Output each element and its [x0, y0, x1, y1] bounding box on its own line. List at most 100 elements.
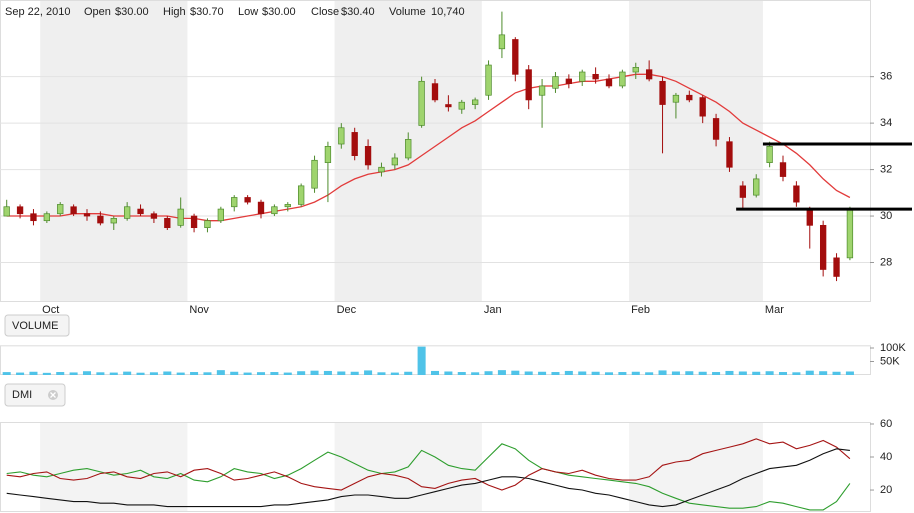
candle-body	[846, 208, 854, 259]
volume-bar	[792, 372, 801, 375]
volume-bar	[471, 372, 480, 375]
volume-bar	[176, 372, 185, 375]
candle-body	[57, 204, 64, 215]
volume-bar	[671, 371, 680, 375]
candle-body	[793, 185, 800, 203]
candle-body	[391, 157, 399, 166]
volume-bar	[216, 370, 225, 375]
volume-bar	[364, 370, 373, 375]
volume-bar	[765, 371, 774, 375]
candle-body	[605, 78, 613, 87]
volume-bar	[591, 371, 600, 375]
volume-title: VOLUME	[12, 320, 58, 332]
candle-body	[538, 85, 546, 96]
candle-body	[351, 132, 358, 156]
candle-body	[431, 83, 439, 101]
volume-bar	[604, 372, 614, 375]
volume-bar	[16, 372, 25, 375]
header-label: Volume	[389, 6, 426, 18]
candle-body	[565, 78, 573, 84]
candle-body	[324, 146, 332, 163]
volume-bar	[658, 370, 667, 375]
volume-bar	[123, 371, 132, 375]
candle-body	[686, 94, 693, 101]
candle-body	[512, 39, 519, 75]
x-tick-label: Mar	[765, 304, 784, 316]
volume-bar	[444, 371, 453, 375]
candle-body	[3, 206, 10, 217]
candle-body	[30, 213, 37, 222]
candle-body	[418, 80, 425, 126]
header-value: $30.70	[190, 6, 224, 18]
volume-bar	[618, 372, 627, 375]
y-tick-label: 20	[880, 484, 892, 496]
header-label: High	[163, 6, 186, 18]
x-tick-label: Feb	[631, 304, 650, 316]
y-tick-label: 32	[880, 163, 892, 175]
volume-bar	[551, 372, 560, 375]
dmi-line	[6, 443, 851, 511]
backgrounds	[0, 0, 871, 512]
volume-bar	[390, 372, 399, 375]
candle-body	[244, 197, 251, 203]
volume-bar	[42, 372, 51, 375]
candle-body	[592, 73, 599, 80]
volume-bar	[417, 346, 426, 375]
candle-body	[833, 257, 840, 277]
candle-body	[485, 64, 492, 96]
candle-body	[311, 159, 318, 189]
candle-body	[619, 71, 626, 87]
volume-bar	[725, 370, 734, 375]
volume-bar	[538, 371, 547, 375]
volume-bar	[29, 371, 38, 375]
dmi-title-box[interactable]	[4, 383, 66, 407]
volume-bar	[805, 370, 814, 375]
candle-body	[177, 208, 184, 226]
header-label: Open	[84, 6, 111, 18]
volume-bar	[832, 371, 841, 375]
month-shade	[40, 422, 188, 512]
candle-body	[217, 208, 225, 222]
dmi-line	[6, 438, 851, 491]
candle-body	[231, 197, 238, 208]
y-tick-label: 50K	[880, 355, 900, 367]
y-tick-label: 36	[880, 71, 892, 83]
candle-body	[659, 80, 666, 105]
volume-bar	[511, 370, 520, 375]
candle-body	[579, 71, 586, 82]
candle-body	[284, 204, 291, 208]
candle-body	[645, 69, 653, 80]
candle-body	[672, 94, 680, 103]
y-tick-label: 30	[880, 210, 892, 222]
volume-bar	[109, 372, 118, 375]
candle-body	[271, 206, 278, 215]
volume-bar	[283, 372, 292, 375]
y-tick-label: 40	[880, 451, 892, 463]
volume-bar	[203, 372, 212, 375]
candle-body	[150, 213, 158, 219]
candle-body	[458, 101, 465, 110]
volume-bar	[2, 372, 11, 375]
volume-bar	[230, 371, 239, 375]
header-date: Sep 22, 2010	[5, 6, 70, 18]
volume-bar	[404, 371, 413, 375]
candle-body	[204, 220, 211, 229]
volume-title-box	[4, 314, 70, 337]
volume-bar	[350, 371, 359, 375]
dmi-line	[6, 448, 850, 508]
candle-body	[43, 213, 51, 222]
volume-bar	[149, 372, 158, 375]
candle-body	[779, 162, 787, 177]
candle-body	[338, 127, 345, 145]
volume-bar	[310, 370, 319, 375]
volume-bar	[484, 371, 493, 375]
close-icon-x	[50, 392, 56, 398]
volume-bar	[524, 371, 533, 375]
y-tick-label: 60	[880, 418, 892, 430]
header-value: $30.00	[115, 6, 149, 18]
volume-bar	[712, 372, 721, 375]
volume-bar	[337, 371, 346, 375]
candle-body	[498, 34, 506, 50]
volume-bar	[698, 371, 707, 375]
